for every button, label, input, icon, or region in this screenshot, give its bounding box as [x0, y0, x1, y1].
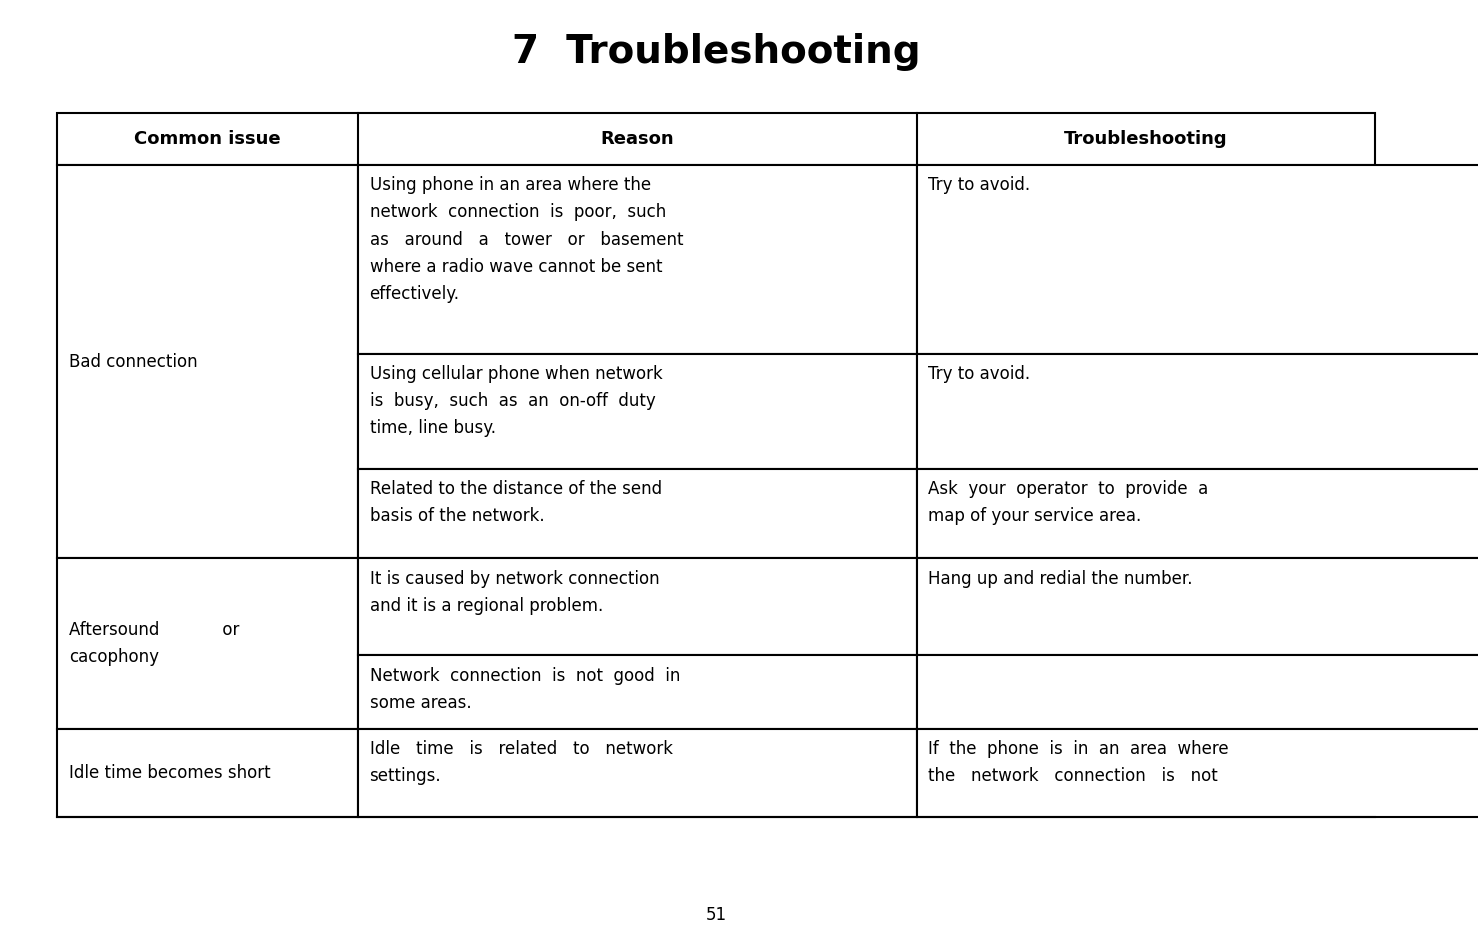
Text: Try to avoid.: Try to avoid. — [928, 176, 1030, 194]
Text: 51: 51 — [705, 906, 727, 924]
Text: Common issue: Common issue — [134, 130, 281, 148]
Bar — [916, 469, 1478, 558]
Text: It is caused by network connection
and it is a regional problem.: It is caused by network connection and i… — [370, 570, 659, 615]
Text: Using cellular phone when network
is  busy,  such  as  an  on-off  duty
time, li: Using cellular phone when network is bus… — [370, 365, 662, 438]
Text: Idle   time   is   related   to   network
settings.: Idle time is related to network settings… — [370, 740, 672, 786]
Text: Related to the distance of the send
basis of the network.: Related to the distance of the send basi… — [370, 480, 662, 525]
Bar — [58, 729, 358, 817]
Text: Ask  your  operator  to  provide  a
map of your service area.: Ask your operator to provide a map of yo… — [928, 480, 1209, 525]
Text: Hang up and redial the number.: Hang up and redial the number. — [928, 570, 1193, 587]
Text: Try to avoid.: Try to avoid. — [928, 365, 1030, 383]
Bar — [358, 469, 916, 558]
Text: Using phone in an area where the
network  connection  is  poor,  such
as   aroun: Using phone in an area where the network… — [370, 176, 683, 303]
Text: 7  Troubleshooting: 7 Troubleshooting — [511, 33, 921, 71]
Bar — [916, 729, 1478, 817]
Text: Troubleshooting: Troubleshooting — [1064, 130, 1228, 148]
Text: If  the  phone  is  in  an  area  where
the   network   connection   is   not: If the phone is in an area where the net… — [928, 740, 1228, 786]
Bar — [358, 729, 916, 817]
Text: Reason: Reason — [600, 130, 674, 148]
Bar — [916, 655, 1478, 729]
Bar — [358, 655, 916, 729]
Text: Network  connection  is  not  good  in
some areas.: Network connection is not good in some a… — [370, 667, 680, 712]
Text: Bad connection: Bad connection — [69, 353, 198, 371]
Bar — [58, 113, 1375, 165]
Text: Idle time becomes short: Idle time becomes short — [69, 764, 270, 782]
Text: Aftersound            or
cacophony: Aftersound or cacophony — [69, 621, 239, 666]
